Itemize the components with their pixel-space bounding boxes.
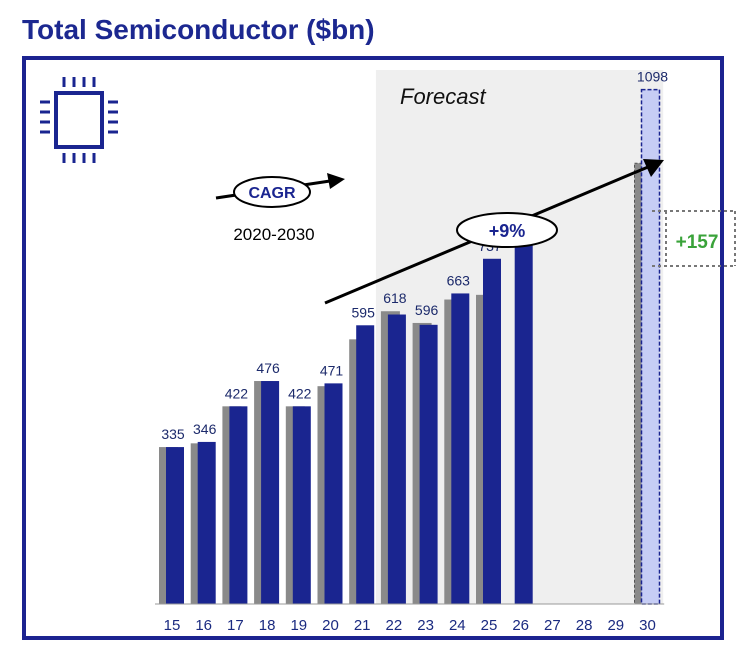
value-label: 1098 <box>637 69 668 85</box>
bar-current-22 <box>387 314 406 604</box>
x-tick-label: 15 <box>164 617 181 634</box>
value-label: 476 <box>256 360 280 376</box>
value-label: 422 <box>288 385 312 401</box>
x-tick-label: 25 <box>481 617 498 634</box>
value-label: 471 <box>320 362 344 378</box>
growth-rate: +9% <box>489 221 526 241</box>
x-tick-label: 30 <box>639 617 656 634</box>
x-tick-label: 23 <box>417 617 434 634</box>
cagr-label: CAGR <box>248 185 296 202</box>
x-tick-label: 18 <box>259 617 276 634</box>
delta-label: +157 <box>676 232 719 253</box>
value-label: 595 <box>352 304 376 320</box>
value-label: 618 <box>383 290 407 306</box>
x-tick-label: 21 <box>354 617 371 634</box>
value-label: 596 <box>415 302 439 318</box>
value-label: 335 <box>161 426 185 442</box>
x-tick-label: 26 <box>512 617 529 634</box>
x-tick-label: 27 <box>544 617 561 634</box>
x-tick-label: 17 <box>227 617 244 634</box>
bar-current-25 <box>483 258 501 604</box>
bar-current-20 <box>324 383 343 604</box>
growth-bubble <box>456 212 558 248</box>
bar-current-17 <box>229 406 248 604</box>
bar-current-26 <box>514 237 533 604</box>
x-tick-label: 22 <box>386 617 403 634</box>
value-label: 346 <box>193 421 217 437</box>
cagr-arrow-small-head <box>327 173 345 189</box>
value-label: 422 <box>225 385 249 401</box>
bar-current-18 <box>261 381 280 604</box>
chart-frame <box>22 56 724 640</box>
x-tick-label: 20 <box>322 617 339 634</box>
x-tick-label: 19 <box>290 617 307 634</box>
bar-current-19 <box>292 406 311 604</box>
bar-current-16 <box>197 441 216 604</box>
growth-arrow-head <box>643 159 664 177</box>
cagr-period: 2020-2030 <box>233 225 314 244</box>
value-label: 663 <box>447 272 471 288</box>
page-title: Total Semiconductor ($bn) <box>22 14 375 45</box>
chip-icon <box>40 77 118 163</box>
bar-current-21 <box>356 325 375 604</box>
cagr-bubble <box>233 176 311 208</box>
x-tick-label: 16 <box>195 617 212 634</box>
bar-current-23 <box>419 324 438 604</box>
forecast-label: Forecast <box>400 84 486 109</box>
x-tick-label: 24 <box>449 617 466 634</box>
x-tick-label: 28 <box>576 617 593 634</box>
bar-current-15 <box>166 447 184 604</box>
x-tick-label: 29 <box>607 617 624 634</box>
bar-current-24 <box>451 293 470 604</box>
